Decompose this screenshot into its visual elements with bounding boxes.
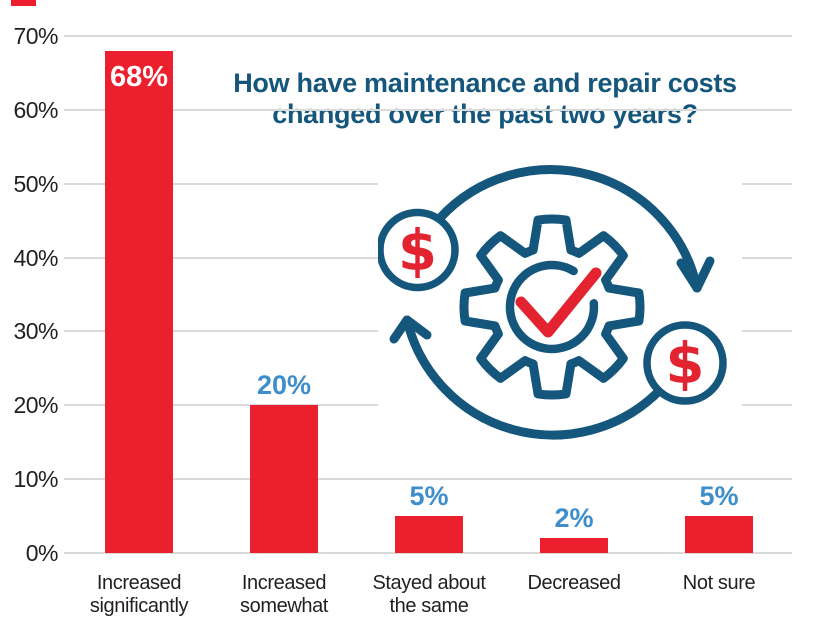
circular-arrow-top-icon bbox=[435, 165, 702, 293]
category-label: Decreased bbox=[527, 572, 621, 594]
category-label: Increased somewhat bbox=[240, 572, 328, 617]
gridline-70% bbox=[64, 35, 792, 37]
gridline-10% bbox=[64, 478, 792, 481]
gridline-0% bbox=[64, 552, 792, 554]
y-axis-tick-label: 40% bbox=[13, 244, 58, 271]
bar-increased-somewhat bbox=[250, 405, 318, 553]
chart-title-line-1: How have maintenance and repair costs bbox=[233, 68, 737, 98]
category-label: Increased significantly bbox=[89, 572, 189, 617]
circular-arrow-bottom-icon bbox=[402, 315, 665, 440]
check-circle-icon bbox=[505, 260, 599, 354]
gear-icon bbox=[459, 214, 645, 400]
chart-title-line-2: changed over the past two years? bbox=[272, 99, 698, 129]
dollar-sign-bottom-right-icon: $ bbox=[666, 332, 705, 397]
red-crop-mark bbox=[11, 0, 36, 6]
dollar-coin-bottom-right-icon bbox=[643, 321, 727, 405]
arrowhead-down-icon bbox=[676, 256, 715, 293]
bar-stayed-about-the-same bbox=[395, 516, 463, 553]
y-axis-tick-label: 10% bbox=[13, 466, 58, 493]
bar-decreased bbox=[540, 538, 608, 553]
dollar-coin-top-left-icon bbox=[378, 208, 459, 292]
value-label: 68% bbox=[109, 60, 169, 93]
y-axis-tick-label: 60% bbox=[13, 96, 58, 123]
value-label: 20% bbox=[256, 370, 312, 401]
y-axis-tick-label: 70% bbox=[13, 23, 58, 49]
bar-not-sure bbox=[685, 516, 753, 553]
chart-title: How have maintenance and repair costs ch… bbox=[205, 68, 765, 130]
category-label: Not sure bbox=[682, 572, 756, 594]
y-axis-tick-label: 30% bbox=[13, 318, 58, 345]
y-axis-tick-label: 50% bbox=[13, 170, 58, 197]
value-label: 5% bbox=[409, 481, 449, 512]
y-axis-tick-label: 20% bbox=[13, 392, 58, 419]
dollar-sign-top-left-icon: $ bbox=[398, 219, 437, 284]
check-mark-icon bbox=[515, 267, 602, 338]
value-label: 2% bbox=[554, 503, 594, 534]
maintenance-cost-cycle-illustration: $ $ bbox=[378, 145, 742, 475]
gridline-60% bbox=[64, 108, 792, 111]
category-label: Stayed about the same bbox=[372, 572, 486, 617]
y-axis-tick-label: 0% bbox=[25, 540, 59, 566]
value-label: 5% bbox=[699, 481, 739, 512]
arrowhead-up-icon bbox=[389, 315, 432, 344]
bar-increased-significantly bbox=[105, 50, 173, 553]
